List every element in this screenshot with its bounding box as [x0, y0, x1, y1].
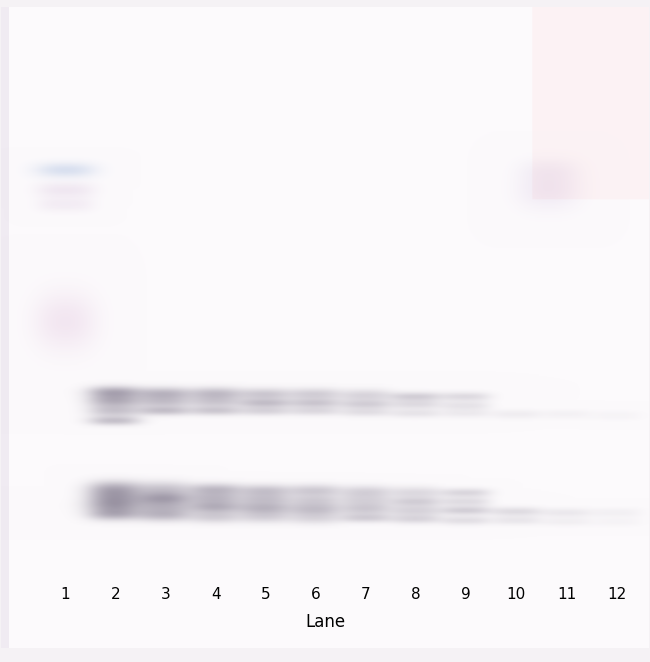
Text: 12: 12: [607, 587, 626, 602]
Text: 7: 7: [361, 587, 370, 602]
Text: 8: 8: [411, 587, 421, 602]
Text: 10: 10: [507, 587, 526, 602]
Text: 1: 1: [60, 587, 70, 602]
Text: 9: 9: [462, 587, 471, 602]
Text: Lane: Lane: [305, 612, 345, 631]
Text: 2: 2: [111, 587, 120, 602]
Text: 5: 5: [261, 587, 270, 602]
Text: 4: 4: [211, 587, 220, 602]
Text: 6: 6: [311, 587, 320, 602]
Text: 3: 3: [161, 587, 170, 602]
Text: 11: 11: [557, 587, 576, 602]
